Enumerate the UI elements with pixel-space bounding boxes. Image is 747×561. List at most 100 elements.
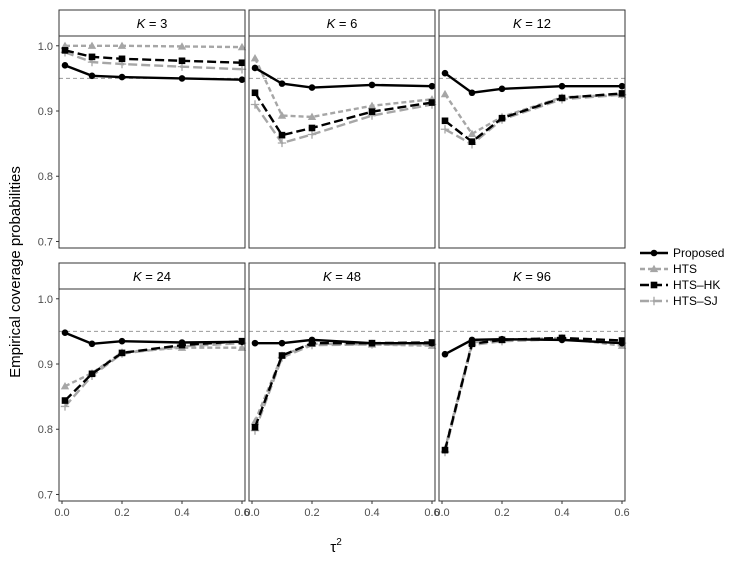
x-tick-label: 0.2 bbox=[494, 507, 509, 519]
facet-panel: K = 12 bbox=[438, 9, 627, 249]
data-point bbox=[237, 343, 247, 351]
y-tick-label: 0.9 bbox=[38, 359, 53, 371]
data-point bbox=[468, 340, 476, 348]
panel-border bbox=[58, 35, 246, 249]
y-tick-label: 0.7 bbox=[38, 489, 53, 501]
facet-strip-value: = 12 bbox=[522, 16, 551, 31]
y-tick-label: 1.0 bbox=[38, 41, 53, 53]
x-tick-label: 0.4 bbox=[364, 507, 379, 519]
facet-panel: K = 24 0.7 0.8 0.9 1.0 0.0 0.2 0.4 0.6 bbox=[38, 262, 250, 519]
data-point bbox=[178, 339, 186, 346]
panel-border bbox=[248, 35, 436, 249]
data-point bbox=[250, 100, 260, 109]
facet-panel: K = 6 bbox=[248, 9, 437, 249]
facet-strip-value: = 24 bbox=[142, 269, 171, 284]
data-point bbox=[468, 138, 476, 145]
facet-strip bbox=[248, 9, 436, 37]
data-point bbox=[251, 423, 259, 431]
data-point bbox=[441, 117, 449, 125]
legend: Proposed HTS HTS–HK HTS–SJ bbox=[640, 246, 724, 308]
data-point bbox=[278, 131, 286, 139]
data-point bbox=[238, 76, 246, 84]
data-point bbox=[278, 352, 286, 359]
x-tick-label: 0.0 bbox=[54, 507, 69, 519]
legend-item: HTS bbox=[640, 262, 697, 276]
y-tick-label: 0.8 bbox=[38, 171, 53, 183]
data-point bbox=[367, 101, 377, 109]
legend-marker bbox=[650, 249, 658, 257]
data-point bbox=[618, 339, 626, 347]
facet-strip-k: K bbox=[323, 269, 333, 284]
x-tick-label: 0.6 bbox=[424, 507, 439, 519]
data-point bbox=[88, 370, 96, 378]
data-point bbox=[88, 53, 96, 61]
data-point bbox=[440, 125, 450, 134]
data-point bbox=[278, 339, 286, 347]
y-tick-label: 1.0 bbox=[38, 294, 53, 306]
data-point bbox=[428, 99, 436, 106]
facet-strip-k: K bbox=[137, 16, 147, 31]
facet-strip-value: = 6 bbox=[335, 16, 357, 31]
series-line bbox=[253, 57, 433, 119]
facet-strip-label: K = 48 bbox=[323, 269, 361, 284]
data-point bbox=[307, 112, 317, 121]
x-tick-label: 0.4 bbox=[174, 507, 189, 519]
legend-marker bbox=[650, 281, 658, 289]
data-point bbox=[118, 337, 126, 345]
facet-strip-value: = 3 bbox=[145, 16, 167, 31]
data-point bbox=[88, 340, 96, 348]
y-axis-title: Empirical coverage probabilities bbox=[7, 166, 24, 378]
data-point bbox=[118, 55, 126, 63]
facet-strip-label: K = 3 bbox=[137, 16, 168, 31]
data-point bbox=[498, 114, 506, 122]
y-tick-label: 0.8 bbox=[38, 424, 53, 436]
data-point bbox=[307, 130, 317, 139]
data-point bbox=[308, 336, 316, 344]
data-point bbox=[468, 89, 476, 97]
data-point bbox=[251, 339, 259, 347]
data-point bbox=[558, 82, 566, 90]
facet-strip bbox=[248, 262, 436, 290]
x-tick-label: 0.6 bbox=[614, 507, 629, 519]
data-point bbox=[177, 42, 187, 50]
facet-strip bbox=[438, 262, 626, 290]
y-tick-label: 0.7 bbox=[38, 236, 53, 248]
facet-strip-k: K bbox=[133, 269, 143, 284]
legend-marker bbox=[649, 264, 659, 273]
data-point bbox=[117, 41, 127, 49]
data-point bbox=[60, 381, 70, 390]
legend-label: HTS–HK bbox=[673, 278, 720, 292]
data-point bbox=[238, 59, 246, 67]
data-point bbox=[368, 339, 376, 347]
data-point bbox=[440, 89, 450, 98]
facet-strip-k: K bbox=[327, 16, 337, 31]
series-line bbox=[443, 336, 623, 451]
legend-marker bbox=[649, 296, 659, 306]
data-point bbox=[441, 350, 449, 358]
facet-strip-label: K = 96 bbox=[513, 269, 551, 284]
data-point bbox=[118, 349, 126, 357]
data-point bbox=[238, 338, 246, 346]
data-point bbox=[61, 47, 69, 54]
x-tick-label: 0.2 bbox=[114, 507, 129, 519]
data-point bbox=[618, 90, 626, 97]
x-axis-title: τ2 bbox=[330, 537, 342, 556]
x-axis-title-symbol: τ bbox=[330, 539, 336, 556]
facet-strip-k: K bbox=[513, 16, 523, 31]
legend-item: HTS–SJ bbox=[640, 294, 718, 308]
data-point bbox=[368, 81, 376, 89]
data-point bbox=[178, 75, 186, 82]
facet-strip-value: = 48 bbox=[332, 269, 361, 284]
series-line bbox=[443, 338, 623, 453]
data-point bbox=[468, 336, 476, 344]
facet-panel: K = 48 0.0 0.2 0.4 0.6 bbox=[244, 262, 440, 519]
facet-strip-label: K = 24 bbox=[133, 269, 171, 284]
facet-strip-value: = 96 bbox=[522, 269, 551, 284]
legend-label: HTS–SJ bbox=[673, 294, 718, 308]
legend-item: Proposed bbox=[640, 246, 724, 260]
panel-border bbox=[438, 288, 626, 502]
data-point bbox=[61, 329, 69, 337]
data-point bbox=[61, 397, 69, 404]
facet-strip-label: K = 6 bbox=[327, 16, 358, 31]
data-point bbox=[428, 339, 436, 347]
